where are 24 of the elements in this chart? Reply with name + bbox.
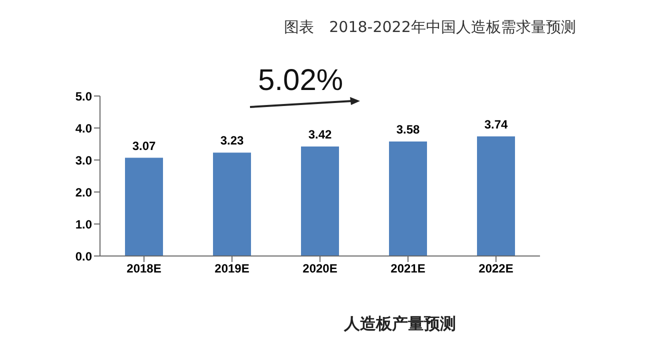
data-label: 3.74	[484, 117, 508, 132]
y-tick-label: 2.0	[75, 185, 92, 200]
bar	[477, 136, 515, 256]
y-tick-label: 4.0	[75, 121, 92, 136]
chart-title: 图表 2018-2022年中国人造板需求量预测	[283, 18, 577, 37]
data-label: 3.23	[220, 134, 244, 148]
x-tick-label: 2019E	[214, 262, 250, 276]
y-tick-label: 3.0	[75, 153, 92, 168]
data-label: 3.58	[396, 122, 420, 136]
text: 人造板产量预测	[342, 314, 457, 335]
bar	[125, 158, 163, 256]
bar	[301, 146, 339, 256]
x-tick-label: 2018E	[126, 262, 162, 276]
y-tick-label: 1.0	[75, 217, 92, 232]
bar	[213, 152, 251, 256]
y-tick-label: 5.0	[75, 89, 92, 104]
x-tick-label: 2021E	[390, 262, 426, 276]
bar	[389, 141, 427, 256]
annotation: 5.02%	[258, 64, 344, 98]
data-label: 3.07	[132, 138, 156, 153]
data-label: 3.42	[308, 128, 332, 142]
x-tick-label: 2022E	[478, 262, 514, 276]
x-tick-label: 2020E	[302, 262, 338, 276]
y-tick-label: 0.0	[75, 249, 92, 264]
